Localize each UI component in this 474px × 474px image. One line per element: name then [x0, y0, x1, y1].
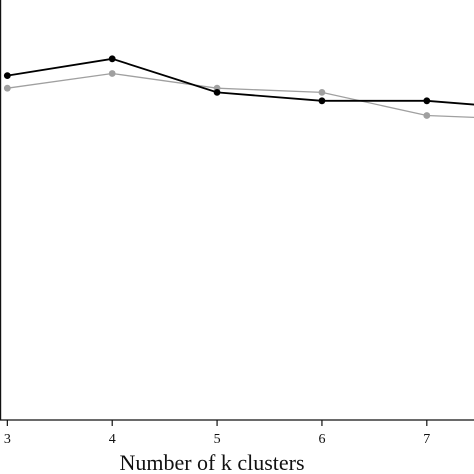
data-point [318, 89, 326, 96]
x-tick-label: 5 [214, 432, 221, 447]
x-tick-label: 3 [4, 432, 11, 447]
series-line [7, 57, 474, 106]
data-point [213, 89, 221, 96]
data-point [108, 70, 116, 77]
x-tick-label: 6 [318, 432, 325, 447]
chart-axes: 3 4 5 6 7 [0, 0, 474, 447]
data-point [3, 84, 11, 92]
x-tick-label: 4 [109, 432, 116, 447]
chart-series [3, 55, 474, 119]
series-1 [3, 70, 474, 119]
x-axis-title: Number of k clusters [119, 450, 304, 474]
data-point [3, 72, 11, 79]
data-point [423, 112, 431, 119]
series-line [7, 72, 474, 119]
x-tick-label: 7 [423, 432, 430, 447]
series-0 [3, 55, 474, 106]
data-point [108, 55, 116, 63]
data-point [423, 97, 431, 105]
data-point [318, 97, 326, 105]
